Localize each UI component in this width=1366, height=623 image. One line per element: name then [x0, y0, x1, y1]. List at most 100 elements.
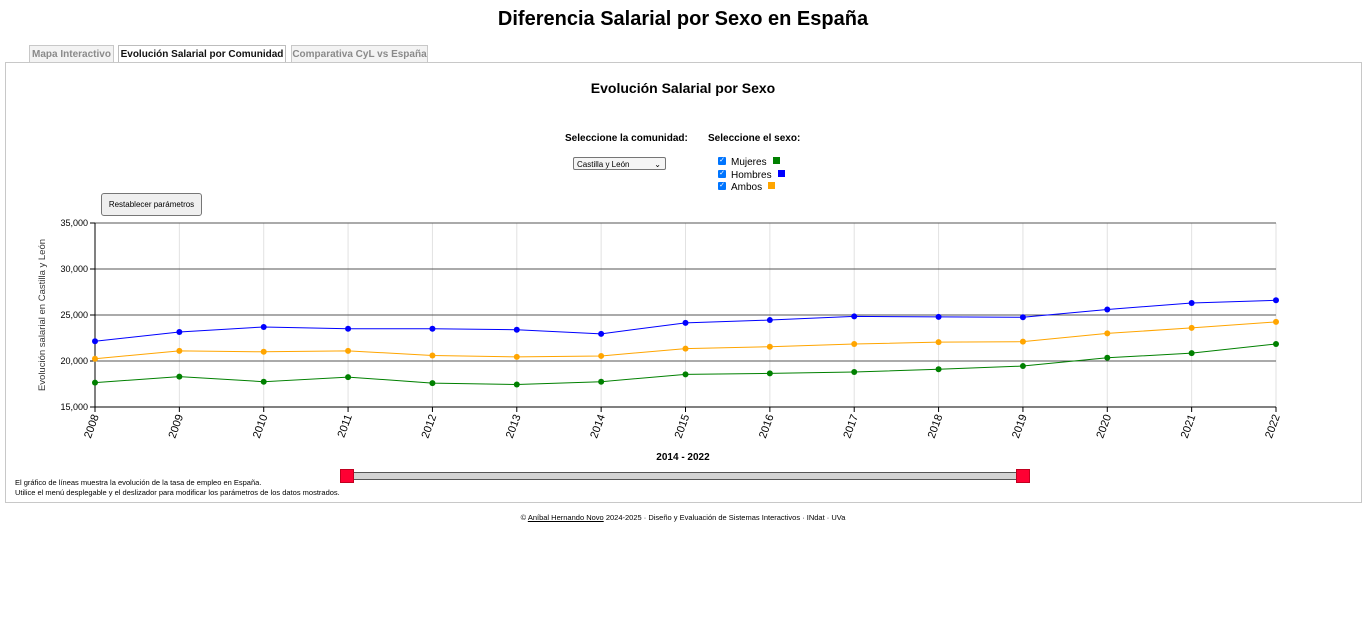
data-point-hombres	[92, 338, 98, 345]
data-point-ambos	[682, 345, 689, 352]
data-point-mujeres	[260, 378, 267, 385]
data-point-mujeres	[1188, 350, 1195, 357]
sex-option-hombres[interactable]: ✓ Hombres	[718, 169, 785, 182]
x-tick-label: 2010	[251, 413, 271, 440]
chart-description-line-1: El gráfico de líneas muestra la evolució…	[15, 478, 262, 487]
data-point-mujeres	[92, 379, 98, 386]
y-tick-label: 35,000	[60, 218, 88, 228]
sex-option-mujeres[interactable]: ✓ Mujeres	[718, 156, 780, 169]
data-point-ambos	[851, 340, 858, 347]
data-point-hombres	[851, 313, 858, 320]
data-point-ambos	[1188, 324, 1195, 331]
y-tick-label: 25,000	[60, 310, 88, 320]
sex-option-ambos[interactable]: ✓ Ambos	[718, 181, 776, 194]
checkbox-mujeres[interactable]: ✓	[718, 157, 726, 166]
data-point-mujeres	[1019, 363, 1026, 370]
data-point-hombres	[260, 323, 267, 330]
x-tick-label: 2017	[841, 413, 861, 440]
data-point-ambos	[92, 355, 98, 362]
chart-title: Evolución Salarial por Sexo	[590, 80, 776, 96]
data-point-ambos	[429, 352, 436, 359]
x-tick-label: 2011	[336, 413, 355, 439]
data-point-mujeres	[851, 369, 858, 376]
data-point-ambos	[598, 352, 605, 359]
tab-panel	[5, 62, 1362, 503]
data-point-mujeres	[682, 371, 689, 378]
data-point-ambos	[345, 347, 352, 354]
slider-handle-end[interactable]	[1016, 469, 1030, 483]
data-point-hombres	[345, 325, 352, 332]
data-point-mujeres	[598, 378, 605, 385]
sex-option-label: Mujeres	[731, 157, 767, 168]
page-title: Diferencia Salarial por Sexo en España	[497, 8, 869, 30]
tab-mapa-interactivo[interactable]: Mapa Interactivo	[29, 45, 114, 62]
footer-credits: 2024-2025 · Diseño y Evaluación de Siste…	[605, 513, 846, 522]
data-point-mujeres	[176, 373, 183, 380]
x-tick-label: 2022	[1263, 413, 1283, 440]
y-tick-label: 20,000	[60, 356, 88, 366]
data-point-ambos	[935, 339, 942, 346]
y-tick-label: 15,000	[60, 402, 88, 412]
data-point-hombres	[598, 330, 605, 337]
year-range-label: 2014 - 2022	[656, 452, 710, 463]
checkbox-ambos[interactable]: ✓	[718, 182, 726, 191]
data-point-mujeres	[935, 366, 942, 373]
data-point-mujeres	[766, 370, 773, 377]
checkbox-hombres[interactable]: ✓	[718, 170, 726, 179]
data-point-mujeres	[1273, 340, 1279, 347]
community-select-value: Castilla y León	[577, 160, 630, 169]
legend-swatch-hombres	[777, 169, 785, 177]
data-point-mujeres	[513, 381, 520, 388]
y-tick-label: 30,000	[60, 264, 88, 274]
footer-copyright: ©	[520, 513, 527, 522]
data-point-hombres	[429, 325, 436, 332]
tab-comparativa-cyl[interactable]: Comparativa CyL vs España	[291, 45, 428, 62]
legend-swatch-mujeres	[772, 156, 780, 164]
x-tick-label: 2014	[588, 413, 608, 440]
data-point-hombres	[766, 317, 773, 324]
data-point-hombres	[176, 329, 183, 336]
x-tick-label: 2008	[82, 413, 102, 440]
footer: © Aníbal Hernando Novo 2024-2025 · Diseñ…	[0, 513, 1366, 522]
y-axis-label: Evolución salarial en Castilla y León	[37, 239, 48, 391]
sex-option-label: Ambos	[731, 182, 763, 193]
data-point-ambos	[766, 343, 773, 350]
year-range-slider-track[interactable]	[347, 472, 1023, 480]
tab-evolucion-salarial[interactable]: Evolución Salarial por Comunidad	[118, 45, 286, 63]
x-tick-label: 2016	[757, 413, 777, 440]
data-point-ambos	[1273, 318, 1279, 325]
data-point-hombres	[935, 313, 942, 320]
x-tick-label: 2018	[926, 413, 946, 440]
x-tick-label: 2009	[167, 413, 187, 440]
legend-swatch-ambos	[768, 181, 776, 189]
reset-button[interactable]: Restablecer parámetros	[101, 193, 202, 216]
data-point-mujeres	[429, 380, 436, 387]
data-point-hombres	[1188, 300, 1195, 307]
community-label: Seleccione la comunidad:	[565, 133, 688, 144]
data-point-ambos	[176, 347, 183, 354]
data-point-hombres	[1104, 306, 1111, 313]
x-tick-label: 2019	[1010, 413, 1030, 440]
data-point-mujeres	[345, 374, 352, 381]
footer-author-link[interactable]: Aníbal Hernando Novo	[527, 513, 604, 522]
x-tick-label: 2015	[673, 413, 693, 440]
community-select[interactable]: Castilla y León ⌄	[573, 157, 666, 170]
x-tick-label: 2020	[1094, 413, 1114, 440]
data-point-hombres	[513, 326, 520, 333]
sex-label: Seleccione el sexo:	[708, 133, 801, 144]
data-point-hombres	[1273, 297, 1279, 304]
x-tick-label: 2013	[504, 413, 524, 440]
x-tick-label: 2012	[420, 413, 440, 440]
data-point-hombres	[1019, 314, 1026, 321]
data-point-mujeres	[1104, 354, 1111, 361]
x-tick-label: 2021	[1179, 413, 1199, 440]
chevron-down-icon: ⌄	[654, 160, 661, 169]
slider-handle-start[interactable]	[340, 469, 354, 483]
sex-option-label: Hombres	[731, 170, 772, 181]
data-point-ambos	[1019, 338, 1026, 345]
data-point-ambos	[1104, 330, 1111, 337]
data-point-ambos	[513, 353, 520, 360]
chart-description-line-2: Utilice el menú desplegable y el desliza…	[15, 488, 340, 497]
data-point-ambos	[260, 348, 267, 355]
